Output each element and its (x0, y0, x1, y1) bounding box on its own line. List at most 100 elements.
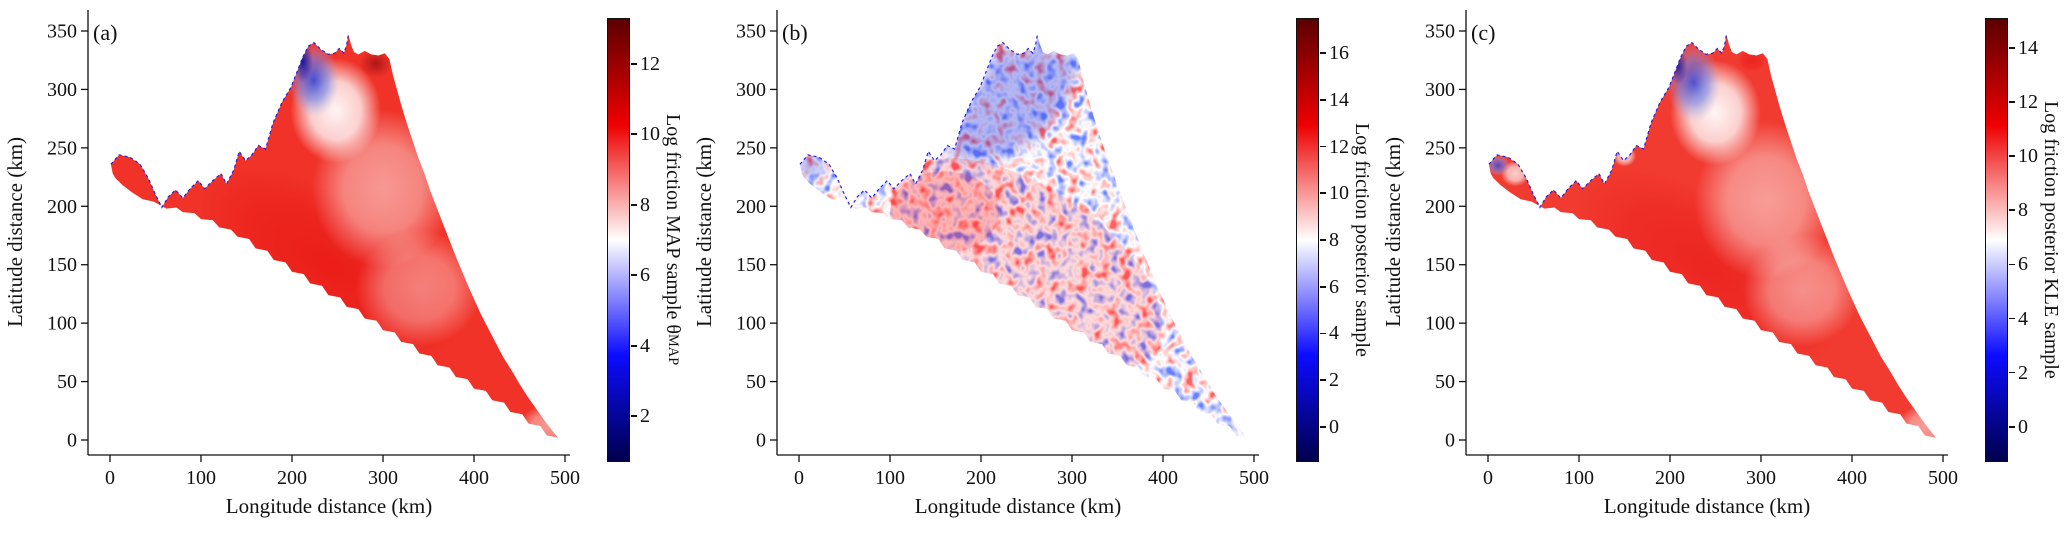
x-tick-label: 400 (1837, 467, 1867, 489)
colorbar-tick-label: 12 (1329, 135, 1349, 158)
y-tick-label: 100 (47, 313, 77, 335)
panel-letter: (a) (93, 20, 117, 45)
y-tick-label: 300 (47, 79, 77, 101)
colorbar-tick-label: 16 (1329, 42, 1349, 65)
map-region-a (110, 33, 558, 438)
y-tick-label: 250 (736, 137, 766, 159)
colorbar-tick (631, 415, 637, 417)
colorbar-tick-label: 6 (640, 264, 650, 287)
colorbar-tick-label: 12 (640, 52, 660, 75)
y-tick-label: 0 (756, 430, 766, 452)
y-tick-label: 350 (1425, 21, 1455, 43)
x-tick-label: 500 (1928, 467, 1958, 489)
colorbar-tick-label: 6 (2018, 253, 2028, 276)
colorbar-tick (2009, 371, 2015, 374)
panel-c: 0 100 200 300 400 500 0 50 100 150 200 250 300 350 Lo… (1378, 0, 2067, 547)
colorbar-tick-label: 10 (640, 123, 660, 146)
y-axis-label: Latitude distance (km) (692, 137, 716, 327)
colorbar-tick-label: 0 (2018, 415, 2028, 438)
colorbar-tick (2009, 209, 2015, 211)
x-axis-label: Longitude distance (km) (915, 494, 1121, 518)
y-axis-label: Latitude distance (km) (3, 137, 27, 327)
colorbar-label: Log friction posterior sample (1350, 18, 1373, 462)
colorbar-tick (1320, 379, 1326, 381)
map-plot-b: 0 100 200 300 400 500 0 50 100 150 200 250 300 350 Lo… (692, 10, 1269, 518)
colorbar-label: Log friction MAP sample θ MAP (661, 18, 684, 462)
colorbar-label-text: Log friction posterior sample (1351, 123, 1373, 357)
colorbar-label-subscript: MAP (665, 334, 681, 366)
y-tick-label: 0 (67, 430, 77, 452)
colorbar-tick (1320, 285, 1326, 288)
colorbar-label-text: Log friction posterior KLE sample (2040, 101, 2062, 379)
colorbar-tick-label: 14 (1329, 88, 1349, 111)
x-tick-label: 500 (1239, 467, 1269, 489)
y-tick-label: 50 (57, 371, 77, 393)
y-tick-label: 250 (1425, 137, 1455, 159)
y-tick-label: 250 (47, 137, 77, 159)
x-tick-label: 200 (277, 467, 307, 489)
colorbar-tick-label: 4 (1329, 322, 1339, 345)
y-tick-label: 0 (1445, 430, 1455, 452)
x-tick-label: 200 (966, 467, 996, 489)
colorbar-tick-label: 14 (2018, 36, 2038, 59)
panel-letter: (b) (782, 20, 808, 45)
colorbar-tick-label: 2 (2018, 361, 2028, 384)
colorbar-tick (1320, 52, 1326, 54)
colorbar-block-c: Log friction posterior KLE sample 0 2 4 6 8 1… (1983, 0, 2067, 547)
y-tick-label: 150 (47, 254, 77, 276)
x-tick-label: 300 (1057, 467, 1087, 489)
colorbar-tick (631, 203, 637, 206)
panel-b: 0 100 200 300 400 500 0 50 100 150 200 250 300 350 Lo… (689, 0, 1378, 547)
colorbar-tick-label: 8 (2018, 199, 2028, 222)
colorbar-tick-label: 10 (1329, 182, 1349, 205)
colorbar-tick (2009, 155, 2015, 157)
colorbar-tick (1320, 98, 1326, 101)
colorbar-tick (2009, 426, 2015, 428)
colorbar-tick-label: 4 (640, 334, 650, 357)
y-tick-label: 50 (1435, 371, 1455, 393)
colorbar-tick-label: 2 (640, 405, 650, 428)
x-axis-label: Longitude distance (km) (226, 494, 432, 518)
colorbar-tick-label: 2 (1329, 369, 1339, 392)
panel-a: 0 100 200 300 400 500 0 50 100 150 200 250 300 350 Lo… (0, 0, 689, 547)
colorbar (1985, 18, 2008, 462)
x-tick-label: 100 (186, 467, 216, 489)
y-tick-label: 100 (736, 313, 766, 335)
colorbar-label-text: Log friction MAP sample θ (662, 114, 684, 335)
x-tick-label: 400 (459, 467, 489, 489)
x-axis-label: Longitude distance (km) (1604, 494, 1810, 518)
colorbar-tick-label: 6 (1329, 275, 1339, 298)
x-tick-label: 500 (550, 467, 580, 489)
colorbar-tick (2009, 101, 2015, 103)
y-tick-label: 150 (736, 254, 766, 276)
panel-letter: (c) (1471, 20, 1495, 45)
colorbar-tick-label: 8 (640, 193, 650, 216)
colorbar-tick-label: 0 (1329, 415, 1339, 438)
map-plot-c: 0 100 200 300 400 500 0 50 100 150 200 250 300 350 Lo… (1381, 10, 1958, 518)
ticks-layer: 0 100 200 300 400 500 0 50 100 150 200 250 300 350 (47, 21, 580, 489)
colorbar-tick (1320, 145, 1326, 148)
x-tick-label: 100 (875, 467, 905, 489)
y-tick-label: 200 (47, 196, 77, 218)
colorbar-tick-label: 8 (1329, 229, 1339, 251)
colorbar-tick (2009, 317, 2015, 320)
y-tick-label: 100 (1425, 313, 1455, 335)
ticks-layer: 0 100 200 300 400 500 0 50 100 150 200 250 300 350 (736, 21, 1269, 489)
y-tick-label: 200 (736, 196, 766, 218)
colorbar-tick (2009, 46, 2015, 49)
colorbar-tick (1320, 239, 1326, 241)
colorbar-tick (631, 63, 637, 65)
x-tick-label: 300 (368, 467, 398, 489)
colorbar-tick (1320, 426, 1326, 428)
y-tick-label: 200 (1425, 196, 1455, 218)
x-tick-label: 100 (1564, 467, 1594, 489)
colorbar-block-b: Log friction posterior sample 0 2 4 6 8 10 12 1… (1294, 0, 1378, 547)
y-tick-label: 300 (1425, 79, 1455, 101)
colorbar (1296, 18, 1319, 462)
x-tick-label: 0 (105, 467, 115, 489)
x-tick-label: 400 (1148, 467, 1178, 489)
colorbar-label: Log friction posterior KLE sample (2039, 18, 2062, 462)
ticks-layer: 0 100 200 300 400 500 0 50 100 150 200 250 300 350 (1425, 21, 1958, 489)
colorbar-tick (2009, 263, 2015, 266)
